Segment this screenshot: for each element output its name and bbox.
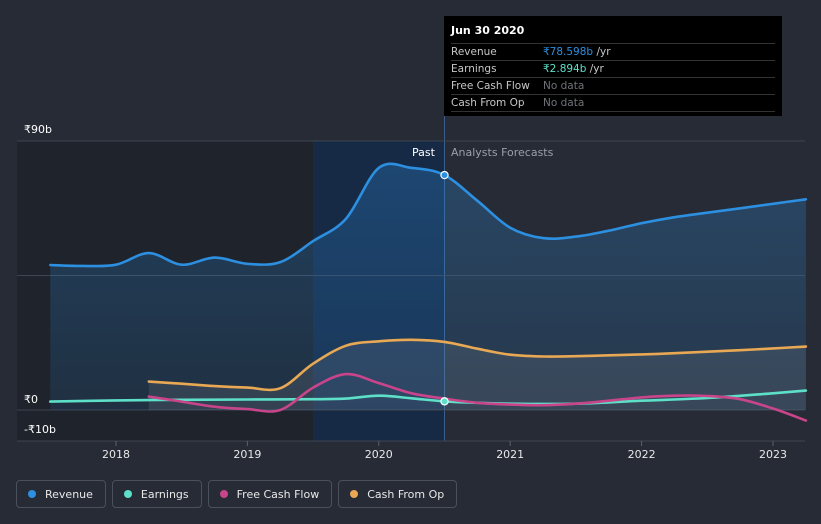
revenue-earnings-chart: 2018 2019 2020 2021 2022 2023 (17, 95, 808, 461)
forecast-region-label: Analysts Forecasts (451, 146, 554, 159)
tooltip-row-earnings: Earnings ₹2.894b /yr (451, 60, 775, 77)
tooltip-row-free-cash-flow: Free Cash Flow No data (451, 77, 775, 94)
legend-item-cash-from-op[interactable]: Cash From Op (338, 480, 458, 508)
tooltip-row-cash-from-op: Cash From Op No data (451, 94, 775, 112)
y-tick-label-bottom: -₹10b (24, 423, 56, 436)
tooltip-unit: /yr (596, 46, 611, 58)
legend-dot-icon (123, 490, 132, 498)
x-tick-label: 2022 (628, 448, 656, 461)
cash-from-op-area (148, 339, 806, 410)
tooltip-value: No data (543, 97, 585, 109)
x-tick-label: 2019 (233, 448, 261, 461)
legend-item-revenue[interactable]: Revenue (16, 480, 106, 508)
x-tick-label: 2021 (496, 448, 524, 461)
x-tick-label: 2018 (102, 448, 130, 461)
y-tick-label-zero: ₹0 (24, 393, 38, 406)
legend-item-earnings[interactable]: Earnings (111, 480, 202, 508)
tooltip-label: Free Cash Flow (451, 80, 530, 92)
legend-label: Earnings (140, 487, 189, 501)
tooltip-row-revenue: Revenue ₹78.598b /yr (451, 43, 775, 60)
revenue-area (50, 163, 806, 410)
legend-label: Free Cash Flow (236, 487, 320, 501)
y-tick-label-top: ₹90b (24, 123, 52, 136)
tooltip-label: Earnings (451, 63, 497, 75)
x-tick-label: 2020 (365, 448, 393, 461)
tooltip-value: No data (543, 80, 585, 92)
hover-tooltip: Jun 30 2020 Revenue ₹78.598b /yr Earning… (444, 16, 782, 116)
legend-dot-icon (219, 490, 228, 498)
tooltip-date: Jun 30 2020 (451, 24, 525, 37)
legend-label: Revenue (45, 487, 93, 501)
earnings-marker (440, 397, 449, 406)
past-region-label: Past (412, 146, 435, 159)
legend-dot-icon (350, 490, 359, 498)
tooltip-label: Revenue (451, 46, 497, 58)
legend-item-free-cash-flow[interactable]: Free Cash Flow (207, 480, 333, 508)
legend-label: Cash From Op (367, 487, 445, 501)
earnings-line (49, 389, 808, 406)
tooltip-value: ₹2.894b (543, 63, 587, 75)
tooltip-value: ₹78.598b (543, 46, 594, 58)
free-cash-flow-line (147, 372, 808, 422)
tooltip-label: Cash From Op (451, 97, 525, 109)
revenue-line (49, 162, 808, 268)
chart-legend: Revenue Earnings Free Cash Flow Cash Fro… (16, 480, 458, 508)
x-tick-label: 2023 (759, 448, 787, 461)
tooltip-unit: /yr (589, 63, 604, 75)
legend-dot-icon (28, 490, 36, 498)
cash-from-op-line (147, 338, 808, 392)
revenue-marker (440, 170, 449, 180)
